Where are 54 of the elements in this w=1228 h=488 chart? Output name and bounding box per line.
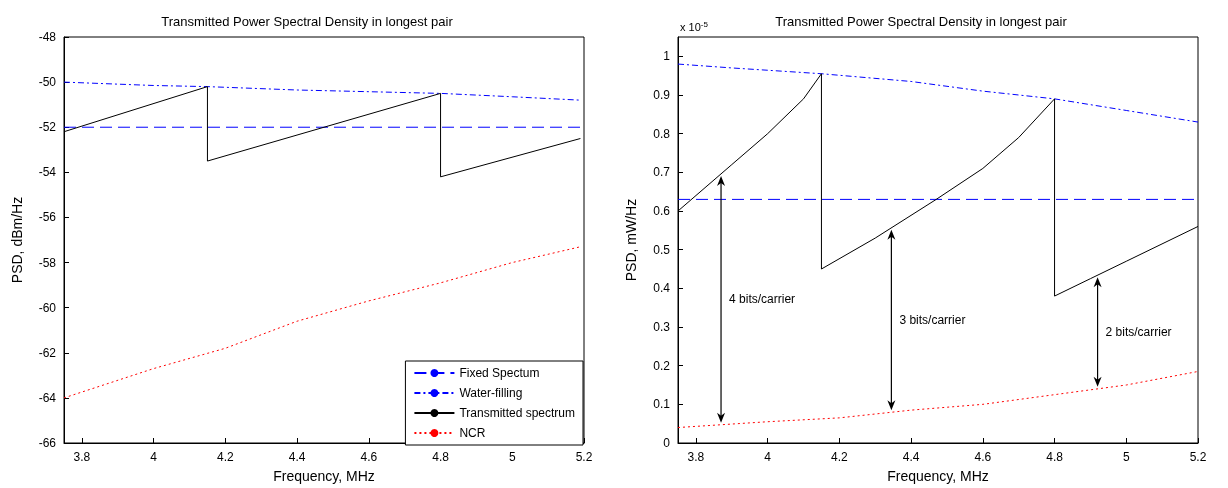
y-tick-label: -48 [38, 30, 57, 44]
x-tick-label: 4.8 [432, 450, 450, 464]
annotation: 3 bits/carrier [899, 313, 966, 328]
y-axis-title: PSD, dBm/Hz [9, 196, 25, 284]
y-tick-label: 0.5 [653, 242, 671, 257]
legend-label: Fixed Spectum [459, 366, 540, 380]
legend-label: Transmitted spectrum [459, 406, 576, 420]
line-series [63, 81, 581, 101]
line-series [677, 370, 1199, 429]
y-tick-label: -54 [38, 165, 57, 180]
x-tick-label: 5 [1122, 450, 1130, 464]
x-tick-label: 5 [508, 450, 516, 464]
y-axis-title: PSD, mW/Hz [623, 198, 639, 282]
x-tick-label: 5.2 [575, 450, 593, 464]
chart-title: Transmitted Power Spectral Density in longest pair [775, 14, 1068, 29]
annotation: 4 bits/carrier [729, 292, 796, 307]
annotation: 2 bits/carrier [1105, 325, 1172, 340]
x-axis-title: Frequency, MHz [273, 468, 375, 484]
y-tick-label: 0.7 [653, 165, 671, 180]
y-tick-label: -50 [38, 75, 57, 90]
y-tick-label: -62 [38, 345, 57, 360]
x-tick-label: 4.4 [902, 450, 920, 464]
x-tick-label: 4.6 [360, 450, 378, 464]
x-tick-label: 4.4 [288, 450, 306, 464]
x-tick-label: 4.2 [217, 450, 235, 464]
x-tick-label: 3.8 [687, 450, 705, 464]
y-tick-label: 0.4 [653, 281, 671, 296]
y-tick-label: -64 [38, 390, 57, 405]
chart-title: Transmitted Power Spectral Density in longest pair [161, 14, 454, 29]
y-tick-label: -52 [38, 120, 57, 135]
legend-label: Water-filling [459, 386, 523, 400]
x-tick-label: 4.8 [1046, 450, 1064, 464]
x-tick-label: 4 [150, 450, 158, 464]
y-tick-label: 0.1 [653, 397, 671, 412]
y-tick-label: -58 [38, 255, 57, 270]
y-tick-label: -66 [38, 436, 57, 450]
x-tick-label: 5.2 [1189, 450, 1207, 464]
x-tick-label: 4.6 [974, 450, 992, 464]
y-tick-label: 0.3 [653, 320, 671, 334]
y-tick-label: 0.8 [653, 126, 671, 141]
line-series [677, 63, 1199, 123]
y-tick-label: 1 [663, 49, 671, 64]
y-tick-label: -60 [38, 300, 57, 315]
y-tick-label: 0.6 [653, 204, 671, 218]
y-tick-label: -56 [38, 210, 57, 225]
line-series [63, 246, 581, 399]
y-tick-label: 0 [663, 436, 671, 450]
y-tick-label: 0.2 [653, 358, 671, 373]
y-tick-label: 0.9 [653, 88, 671, 102]
x-tick-label: 4.2 [831, 450, 849, 464]
x-tick-label: 3.8 [73, 450, 91, 464]
x-tick-label: 4 [764, 450, 772, 464]
legend-label: NCR [459, 426, 486, 440]
x-axis-title: Frequency, MHz [887, 468, 989, 484]
